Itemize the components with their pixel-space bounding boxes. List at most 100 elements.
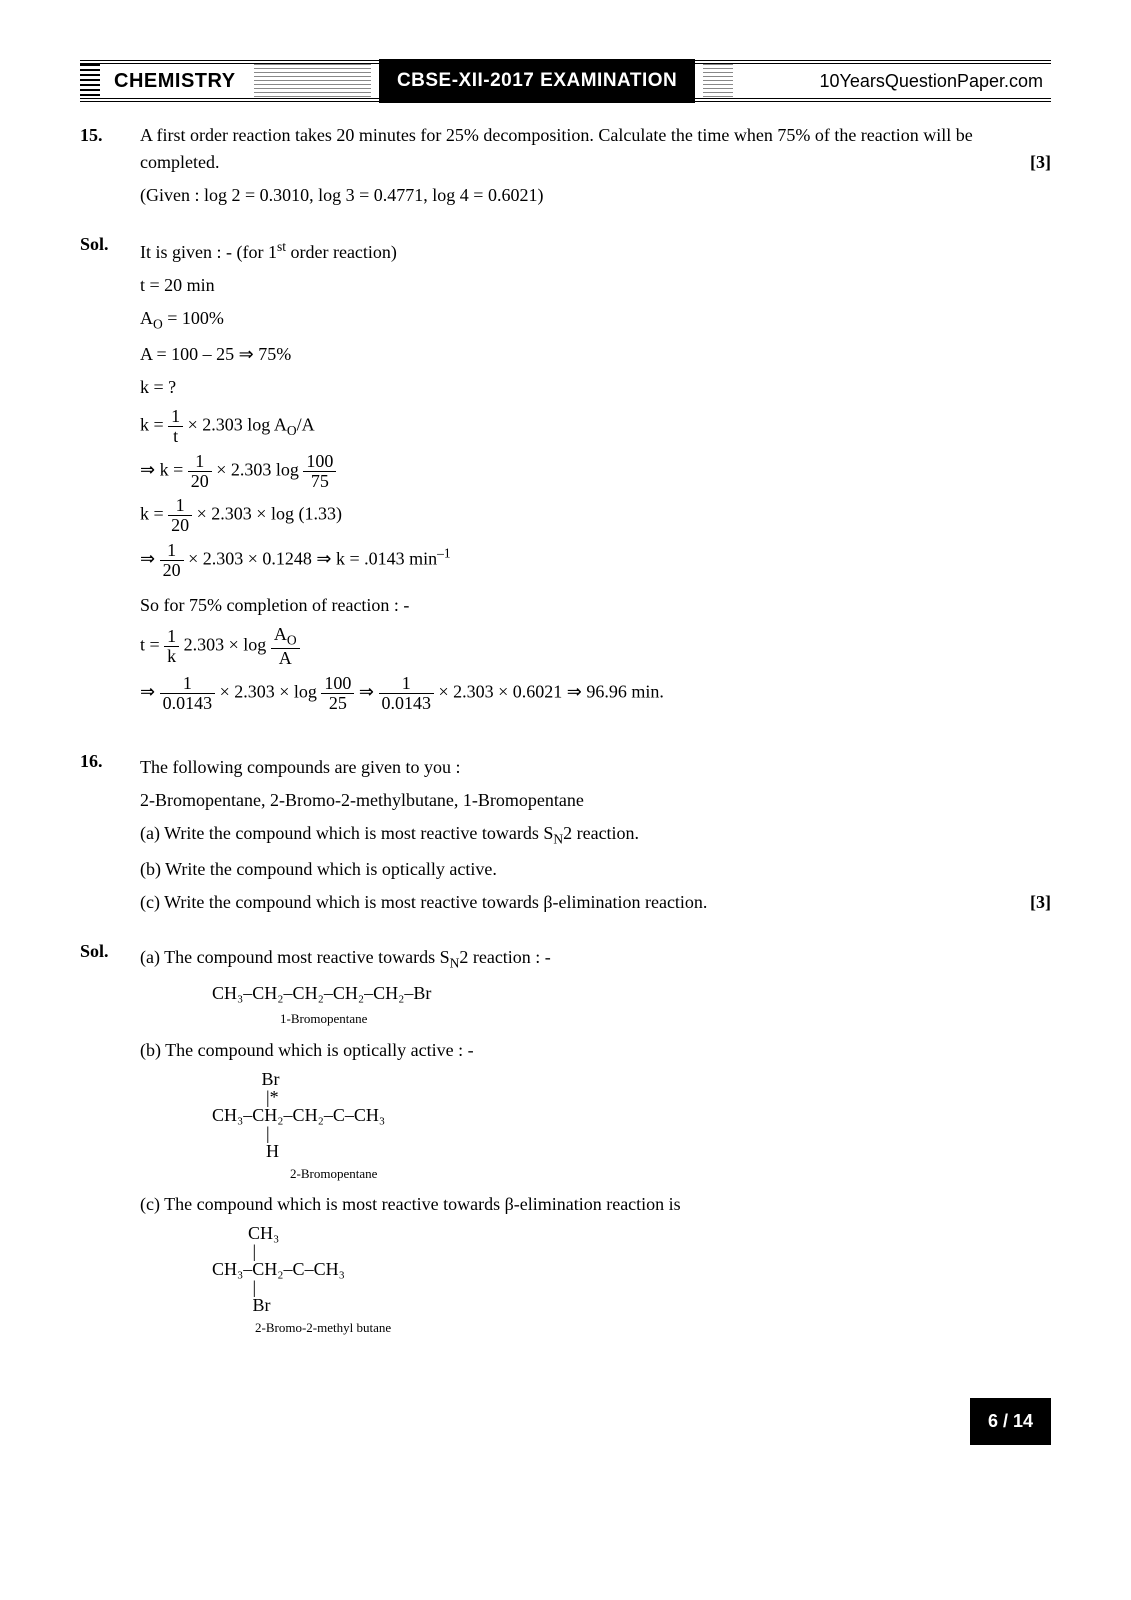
c-text: (c) Write the compound which is most rea…: [140, 892, 707, 912]
sb-l2: |*: [212, 1087, 279, 1107]
l5-post: × 2.303 log A: [188, 414, 287, 434]
solution-body: It is given : - (for 1st order reaction)…: [140, 231, 1051, 718]
l5-den: t: [168, 427, 183, 446]
decor-lines-mid2: [703, 64, 733, 98]
eq-t-result: ⇒ 10.0143 × 2.303 × log 10025 ⇒ 10.0143 …: [140, 674, 1051, 713]
solution-label: Sol.: [80, 231, 140, 718]
l6-num1: 1: [188, 452, 212, 472]
sc-l5: Br: [212, 1295, 271, 1315]
q16-compounds: 2-Bromopentane, 2-Bromo-2-methylbutane, …: [140, 787, 1051, 814]
l6-pre: ⇒ k =: [140, 459, 188, 479]
l11-pre: ⇒: [140, 681, 160, 701]
sa-sub: N: [450, 956, 460, 971]
q15-text: A first order reaction takes 20 minutes …: [140, 125, 973, 172]
sol-c: (c) The compound which is most reactive …: [140, 1191, 1051, 1218]
l7-pre: k =: [140, 504, 168, 524]
l11-den1: 0.0143: [160, 694, 216, 713]
sol-intro-pre: It is given : - (for 1: [140, 242, 277, 262]
l11-num1: 1: [160, 674, 216, 694]
sb-l4: |: [212, 1123, 270, 1143]
a-post: 2 reaction.: [563, 823, 639, 843]
l7-post: × 2.303 × log (1.33): [197, 504, 342, 524]
l11-den3: 0.0143: [379, 694, 435, 713]
frac-10075: 10075: [303, 452, 336, 491]
marks-badge: [3]: [1030, 889, 1051, 916]
l10-num2a: A: [274, 624, 287, 644]
solution-label: Sol.: [80, 938, 140, 1337]
eq-k-calc2: k = 120 × 2.303 × log (1.33): [140, 496, 1051, 535]
l11-num3: 1: [379, 674, 435, 694]
sc-l1: CH₃: [212, 1223, 279, 1243]
sol-intro-tail: order reaction): [286, 242, 397, 262]
a-pre: (a) Write the compound which is most rea…: [140, 823, 553, 843]
sb-l1: Br: [212, 1069, 280, 1089]
l10-pre: t =: [140, 634, 164, 654]
decor-lines-mid: [254, 64, 371, 98]
sol-c-structure: CH₃ | CH₃–CH₂–C–CH₃ | Br: [212, 1224, 1051, 1314]
eq-sofor: So for 75% completion of reaction : -: [140, 592, 1051, 619]
eq-t-formula: t = 1k 2.303 × log AOA: [140, 625, 1051, 668]
l6-den1: 20: [188, 472, 212, 491]
solution-body: (a) The compound most reactive towards S…: [140, 938, 1051, 1337]
q16-intro: The following compounds are given to you…: [140, 754, 1051, 781]
eq-k-calc1: ⇒ k = 120 × 2.303 log 10075: [140, 452, 1051, 491]
eq-a: A = 100 – 25 ⇒ 75%: [140, 341, 1051, 368]
frac-a0a: AOA: [271, 625, 300, 668]
marks-badge: [3]: [1030, 149, 1051, 176]
sc-l2: |: [212, 1241, 256, 1261]
l6-mid: × 2.303 log: [216, 459, 303, 479]
subject-label: CHEMISTRY: [104, 66, 246, 96]
page-header: CHEMISTRY CBSE-XII-2017 EXAMINATION 10Ye…: [80, 60, 1051, 102]
sol-b: (b) The compound which is optically acti…: [140, 1037, 1051, 1064]
l8-num: 1: [160, 541, 184, 561]
l8-pre: ⇒: [140, 549, 160, 569]
frac-120c: 120: [160, 541, 184, 580]
frac-1t: 1t: [168, 407, 183, 446]
question-body: The following compounds are given to you…: [140, 748, 1051, 922]
l5-sub: O: [287, 423, 297, 438]
l11-post2: × 2.303 × 0.6021 ⇒ 96.96 min.: [439, 681, 664, 701]
l5-tail: /A: [297, 414, 315, 434]
a0-pre: A: [140, 308, 153, 328]
question-number: 16.: [80, 748, 140, 922]
l11-den2: 25: [321, 694, 354, 713]
page-footer: 6 / 14: [80, 1398, 1051, 1445]
frac-1k: 1k: [164, 627, 179, 666]
frac-10143b: 10.0143: [379, 674, 435, 713]
l10-num2: AO: [271, 625, 300, 649]
sol-a-caption: 1-Bromopentane: [280, 1009, 1051, 1029]
sol-intro: It is given : - (for 1st order reaction): [140, 237, 1051, 266]
l7-den: 20: [168, 516, 192, 535]
solution-15: Sol. It is given : - (for 1st order reac…: [80, 231, 1051, 718]
frac-10025: 10025: [321, 674, 354, 713]
l10-mid: 2.303 × log: [184, 634, 271, 654]
sb-l5: H: [212, 1141, 279, 1161]
question-15: 15. A first order reaction takes 20 minu…: [80, 122, 1051, 215]
question-16: 16. The following compounds are given to…: [80, 748, 1051, 922]
decor-lines-left: [80, 64, 100, 98]
eq-k-formula: k = 1t × 2.303 log AO/A: [140, 407, 1051, 446]
frac-120b: 120: [168, 496, 192, 535]
eq-kq: k = ?: [140, 374, 1051, 401]
eq-t: t = 20 min: [140, 272, 1051, 299]
l11-mid: × 2.303 × log: [220, 681, 322, 701]
q15-given: (Given : log 2 = 0.3010, log 3 = 0.4771,…: [140, 182, 1051, 209]
sb-l3: CH₃–CH₂–CH₂–C–CH₃: [212, 1105, 385, 1125]
question-body: A first order reaction takes 20 minutes …: [140, 122, 1051, 215]
exam-title: CBSE-XII-2017 EXAMINATION: [379, 59, 695, 104]
a0-sub: O: [153, 317, 163, 332]
sol-intro-sup: st: [277, 239, 286, 254]
sa-post: 2 reaction : -: [459, 947, 550, 967]
l6-den2: 75: [303, 472, 336, 491]
l5-pre: k =: [140, 414, 168, 434]
solution-16: Sol. (a) The compound most reactive towa…: [80, 938, 1051, 1337]
l11-num2: 100: [321, 674, 354, 694]
l6-num2: 100: [303, 452, 336, 472]
q16-part-a: (a) Write the compound which is most rea…: [140, 820, 1051, 850]
frac-120a: 120: [188, 452, 212, 491]
sol-b-caption: 2-Bromopentane: [290, 1164, 1051, 1184]
page-number-badge: 6 / 14: [970, 1398, 1051, 1445]
q16-part-b: (b) Write the compound which is opticall…: [140, 856, 1051, 883]
sc-l4: |: [212, 1277, 256, 1297]
question-number: 15.: [80, 122, 140, 215]
